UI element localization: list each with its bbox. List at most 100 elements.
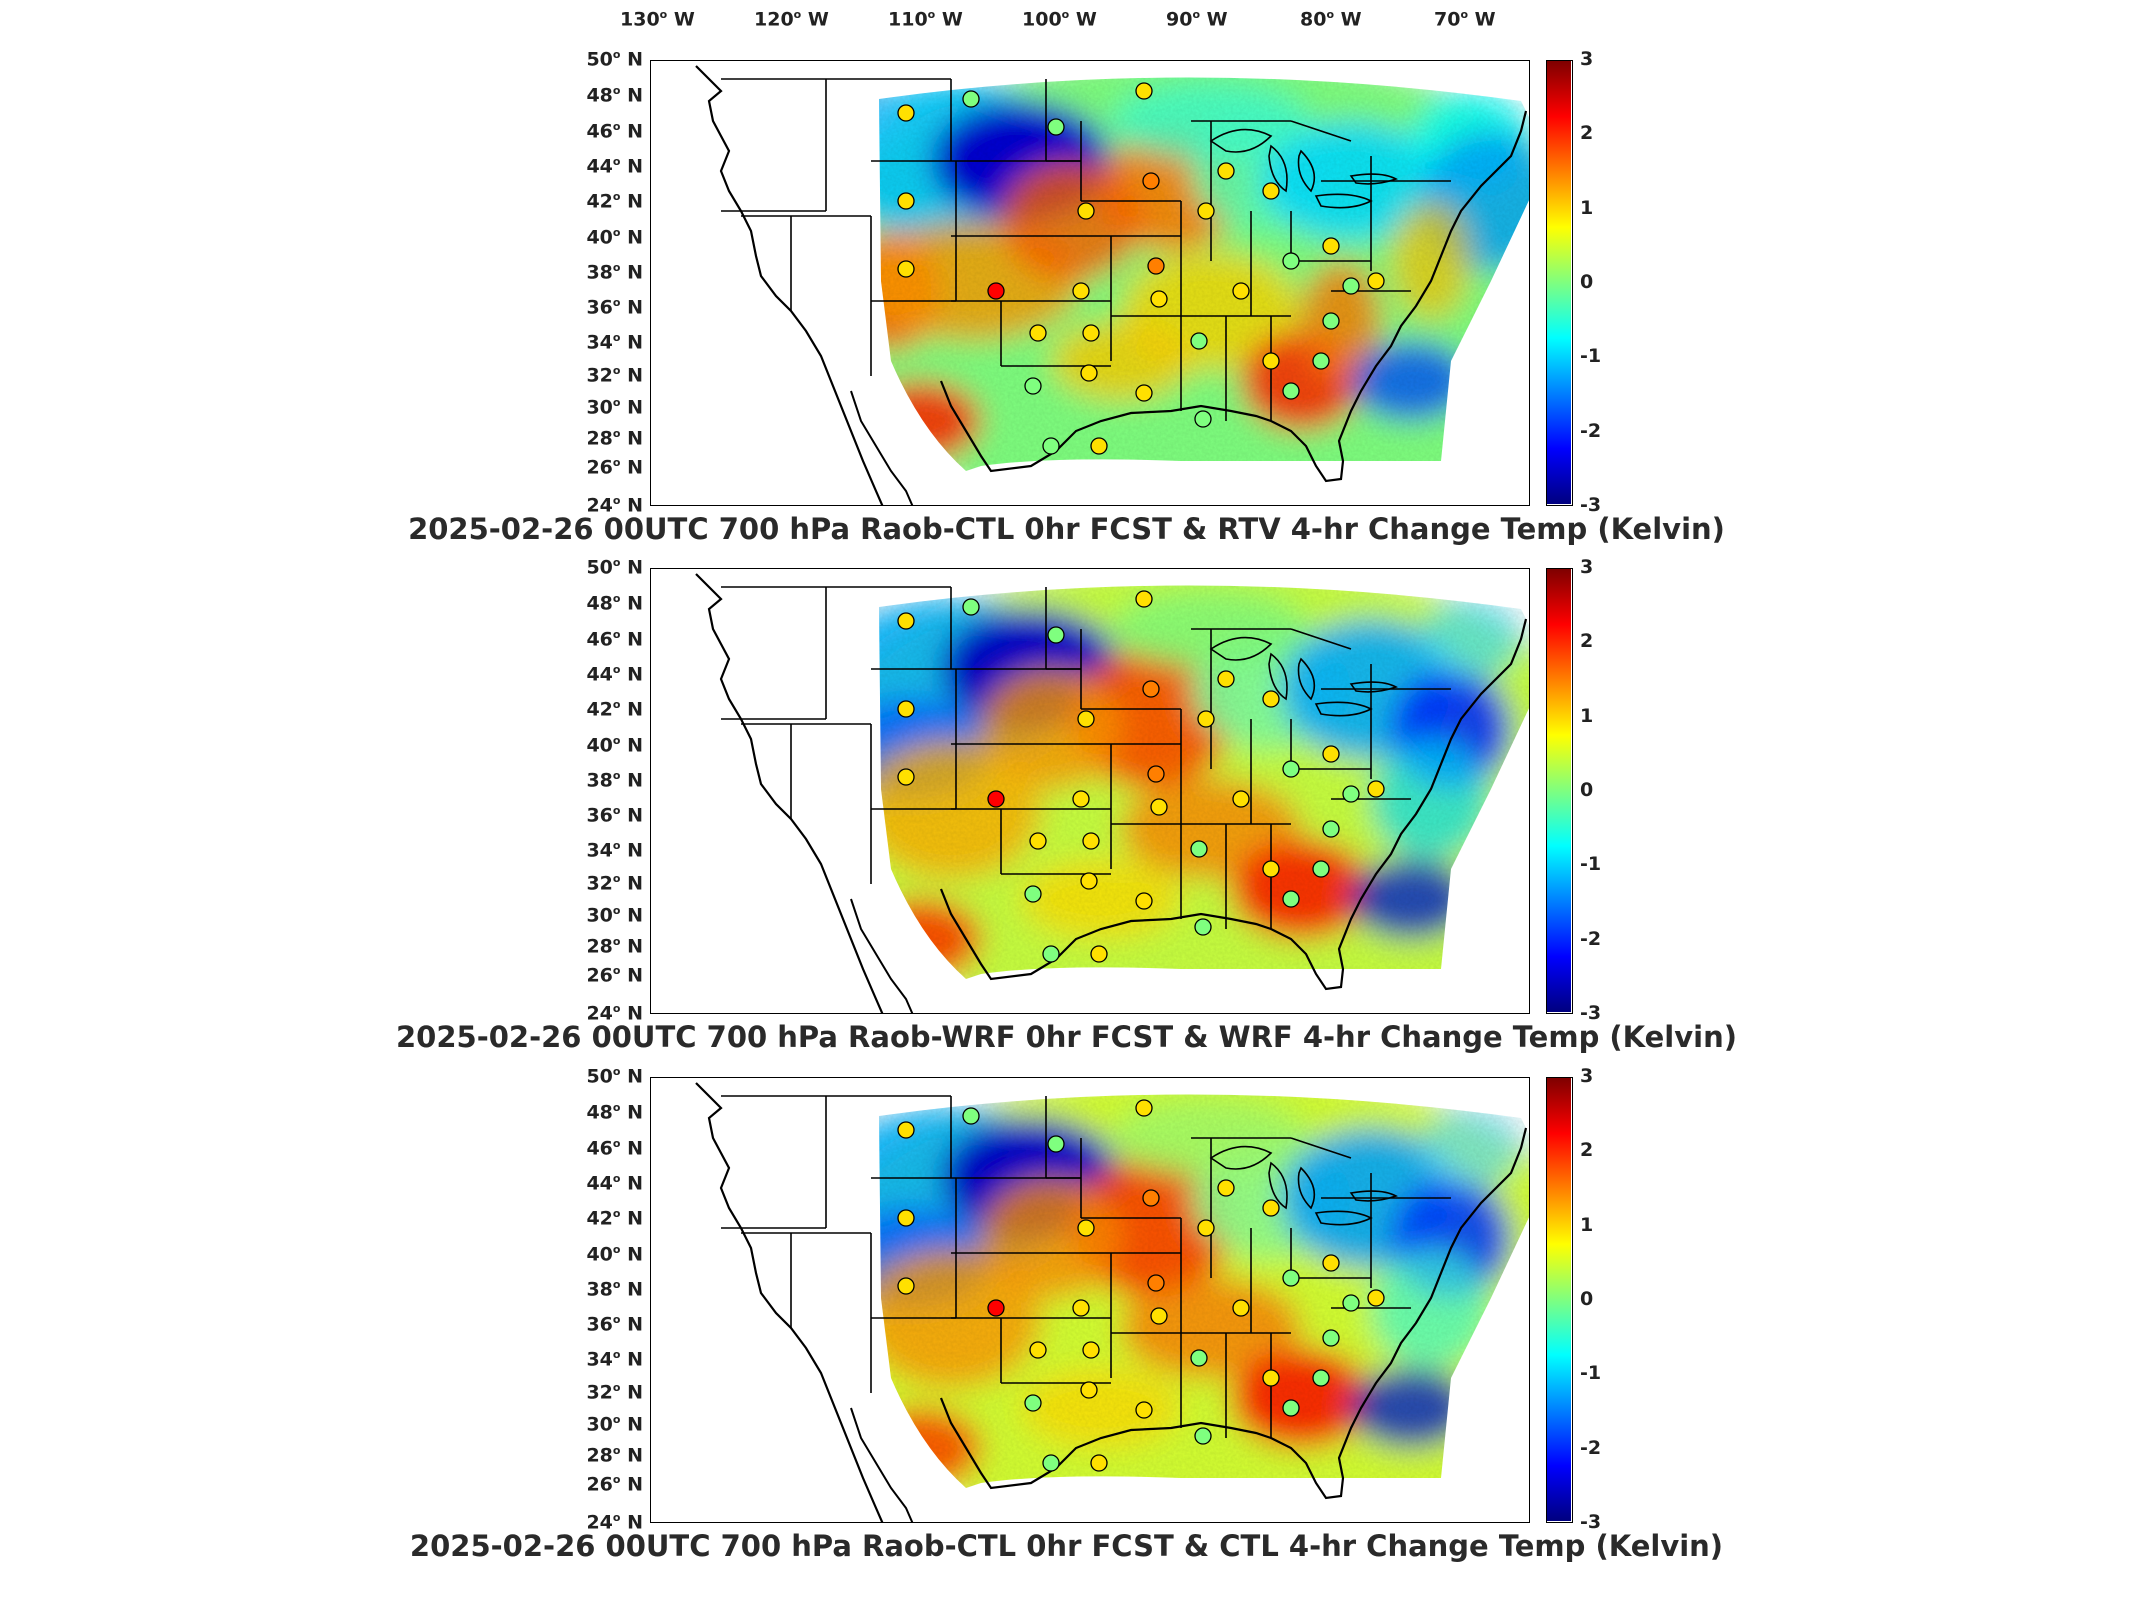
lat-label: 36o N <box>586 1313 643 1336</box>
lat-label: 46o N <box>586 1137 643 1160</box>
raob-station-marker <box>1312 352 1330 370</box>
raob-station-marker <box>1135 82 1153 100</box>
raob-station-marker <box>897 104 915 122</box>
raob-station-marker <box>1150 290 1168 308</box>
temperature-field-map <box>695 65 1529 505</box>
colorbar-tick-label: -3 <box>1580 494 1602 516</box>
raob-station-marker <box>897 768 915 786</box>
raob-station-marker <box>1072 790 1090 808</box>
colorbar-tick-label: -1 <box>1580 853 1602 876</box>
raob-station-marker <box>897 260 915 278</box>
raob-station-marker <box>1282 1269 1300 1287</box>
raob-station-marker <box>1147 1274 1165 1292</box>
raob-station-marker <box>1080 1381 1098 1399</box>
lat-label: 46o N <box>586 120 643 143</box>
raob-station-marker <box>1232 790 1250 808</box>
colorbar <box>1546 568 1573 1014</box>
raob-station-marker <box>1282 1399 1300 1417</box>
raob-station-marker <box>1147 765 1165 783</box>
raob-station-marker <box>1322 745 1340 763</box>
colorbar-tick-label: 2 <box>1580 630 1594 653</box>
field-blob <box>879 77 891 131</box>
raob-station-marker <box>1367 1289 1385 1307</box>
lat-label: 34o N <box>586 839 643 862</box>
colorbar-tick-label: -2 <box>1580 927 1602 950</box>
raob-station-marker <box>1077 1219 1095 1237</box>
raob-station-marker <box>1090 437 1108 455</box>
raob-station-marker <box>1135 892 1153 910</box>
raob-station-marker <box>1082 832 1100 850</box>
map-frame <box>650 1077 1530 1523</box>
raob-station-marker <box>1217 670 1235 688</box>
raob-station-marker <box>1142 172 1160 190</box>
lat-label: 40o N <box>586 226 643 249</box>
lat-label: 50o N <box>586 48 643 71</box>
raob-station-marker <box>1042 1454 1060 1472</box>
raob-station-marker <box>1342 277 1360 295</box>
raob-station-marker <box>1194 410 1212 428</box>
raob-station-marker <box>1072 282 1090 300</box>
raob-station-marker <box>1190 840 1208 858</box>
lat-label: 32o N <box>586 364 643 387</box>
raob-station-marker <box>962 90 980 108</box>
lat-label: 34o N <box>586 1348 643 1371</box>
raob-station-marker <box>1029 324 1047 342</box>
geo-boundaries <box>695 65 1528 505</box>
raob-station-marker <box>1322 820 1340 838</box>
lat-label: 28o N <box>586 1444 643 1467</box>
raob-station-marker <box>1029 832 1047 850</box>
colorbar-tick-label: 0 <box>1580 1288 1594 1310</box>
raob-station-marker <box>1135 1099 1153 1117</box>
raob-station-marker <box>1135 590 1153 608</box>
map-frame <box>650 568 1530 1014</box>
lat-label: 26o N <box>586 1473 643 1496</box>
raob-station-marker <box>1082 1341 1100 1359</box>
raob-station-marker <box>1367 780 1385 798</box>
raob-station-marker <box>1147 257 1165 275</box>
raob-station-marker <box>1342 785 1360 803</box>
raob-station-marker <box>1282 890 1300 908</box>
raob-station-marker <box>1232 1299 1250 1317</box>
raob-station-marker <box>1024 1394 1042 1412</box>
raob-station-marker <box>1217 162 1235 180</box>
raob-stations <box>897 1099 1385 1472</box>
raob-station-marker <box>1042 437 1060 455</box>
temperature-field-map <box>695 1082 1529 1522</box>
colorbar <box>1546 1077 1573 1523</box>
raob-station-marker <box>1047 626 1065 644</box>
lat-label: 44o N <box>586 1172 643 1195</box>
raob-station-marker <box>1232 282 1250 300</box>
raob-station-marker <box>962 598 980 616</box>
lat-label: 24o N <box>586 1002 643 1025</box>
raob-station-marker <box>1135 1401 1153 1419</box>
map-frame <box>650 60 1530 506</box>
lat-label: 26o N <box>586 456 643 479</box>
raob-station-marker <box>1194 1427 1212 1445</box>
lon-label: 120o W <box>754 8 829 31</box>
colorbar-tick-label: -3 <box>1580 1511 1602 1533</box>
raob-station-marker <box>1150 1307 1168 1325</box>
lat-label: 48o N <box>586 592 643 615</box>
raob-station-marker <box>1262 182 1280 200</box>
raob-station-marker <box>1262 1369 1280 1387</box>
colorbar-tick-label: 1 <box>1580 1213 1594 1236</box>
lat-label: 24o N <box>586 494 643 517</box>
lat-label: 40o N <box>586 1243 643 1266</box>
raob-station-marker <box>1024 377 1042 395</box>
lat-label: 38o N <box>586 1278 643 1301</box>
raob-station-marker <box>1082 324 1100 342</box>
raob-stations <box>897 590 1385 963</box>
raob-station-marker <box>1197 202 1215 220</box>
lon-label: 90o W <box>1166 8 1228 31</box>
lat-label: 42o N <box>586 1207 643 1230</box>
raob-station-marker <box>1150 798 1168 816</box>
raob-station-marker <box>1282 760 1300 778</box>
raob-station-marker <box>1312 860 1330 878</box>
lat-label: 30o N <box>586 1413 643 1436</box>
lat-label: 32o N <box>586 872 643 895</box>
colorbar-tick-label: 1 <box>1580 704 1594 727</box>
lat-label: 42o N <box>586 190 643 213</box>
lat-label: 36o N <box>586 296 643 319</box>
colorbar <box>1546 60 1573 506</box>
lon-label: 80o W <box>1300 8 1362 31</box>
